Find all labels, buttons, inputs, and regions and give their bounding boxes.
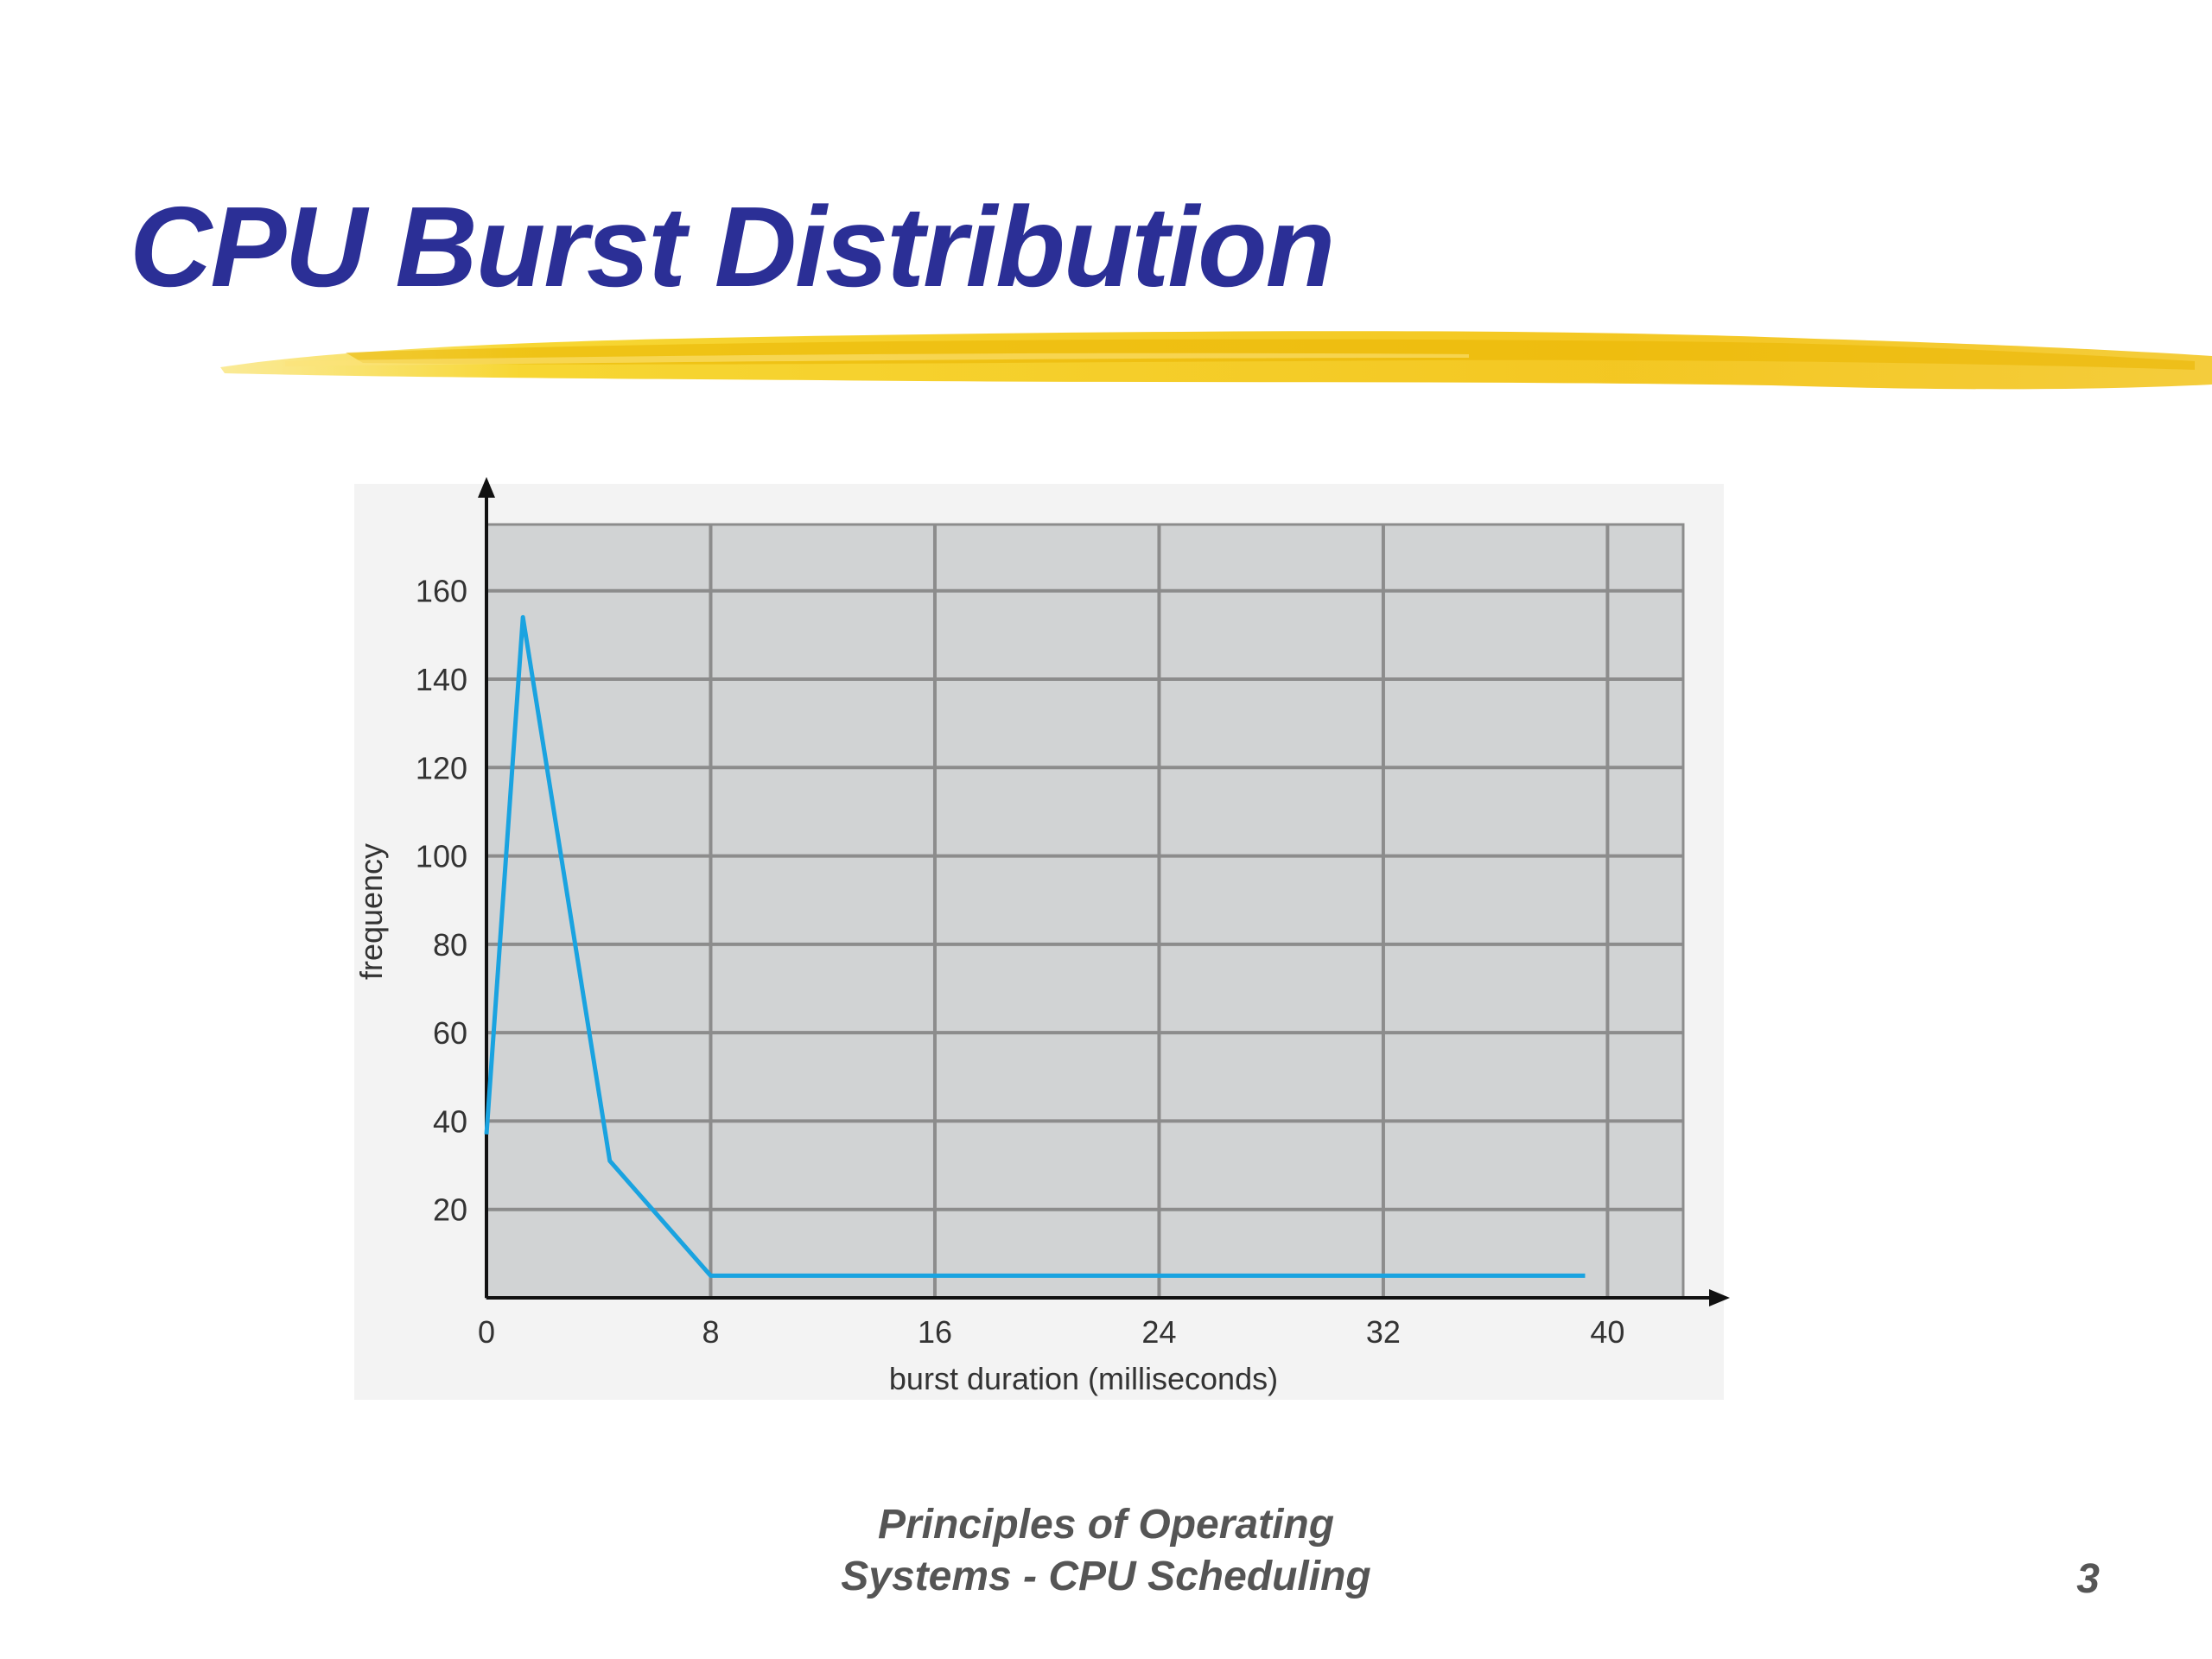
axes bbox=[478, 477, 1730, 1306]
y-tick-label: 80 bbox=[433, 927, 467, 963]
x-axis-label: burst duration (milliseconds) bbox=[889, 1361, 1278, 1396]
x-axis-arrow-icon bbox=[1709, 1289, 1730, 1306]
series-line bbox=[484, 614, 1586, 1278]
y-axis-label: frequency bbox=[353, 843, 389, 980]
page-number: 3 bbox=[2076, 1556, 2100, 1602]
x-tick-label: 32 bbox=[1366, 1314, 1401, 1350]
y-tick-label: 40 bbox=[433, 1103, 467, 1139]
footer-line-2: Systems - CPU Scheduling bbox=[841, 1554, 1371, 1599]
y-tick-label: 140 bbox=[416, 662, 467, 697]
x-tick-labels: 0 8 16 24 32 40 bbox=[478, 1314, 1624, 1350]
y-tick-label: 160 bbox=[416, 574, 467, 609]
x-tick-label: 16 bbox=[918, 1314, 952, 1350]
y-tick-label: 100 bbox=[416, 839, 467, 874]
y-tick-label: 60 bbox=[433, 1015, 467, 1051]
y-tick-labels: 20 40 60 80 100 120 140 160 bbox=[416, 574, 467, 1228]
x-tick-label: 40 bbox=[1590, 1314, 1624, 1350]
y-axis-arrow-icon bbox=[478, 477, 495, 498]
grid-lines bbox=[486, 524, 1683, 1298]
footer-line-1: Principles of Operating bbox=[877, 1502, 1335, 1548]
y-tick-label: 120 bbox=[416, 750, 467, 785]
slide-footer: Principles of Operating Systems - CPU Sc… bbox=[830, 1499, 1382, 1603]
x-tick-label: 24 bbox=[1141, 1314, 1176, 1350]
plot-area bbox=[485, 523, 1685, 1300]
x-tick-label: 8 bbox=[702, 1314, 719, 1350]
slide-title: CPU Burst Distribution bbox=[130, 183, 1335, 310]
y-tick-label: 20 bbox=[433, 1192, 467, 1228]
x-tick-label: 0 bbox=[478, 1314, 495, 1350]
